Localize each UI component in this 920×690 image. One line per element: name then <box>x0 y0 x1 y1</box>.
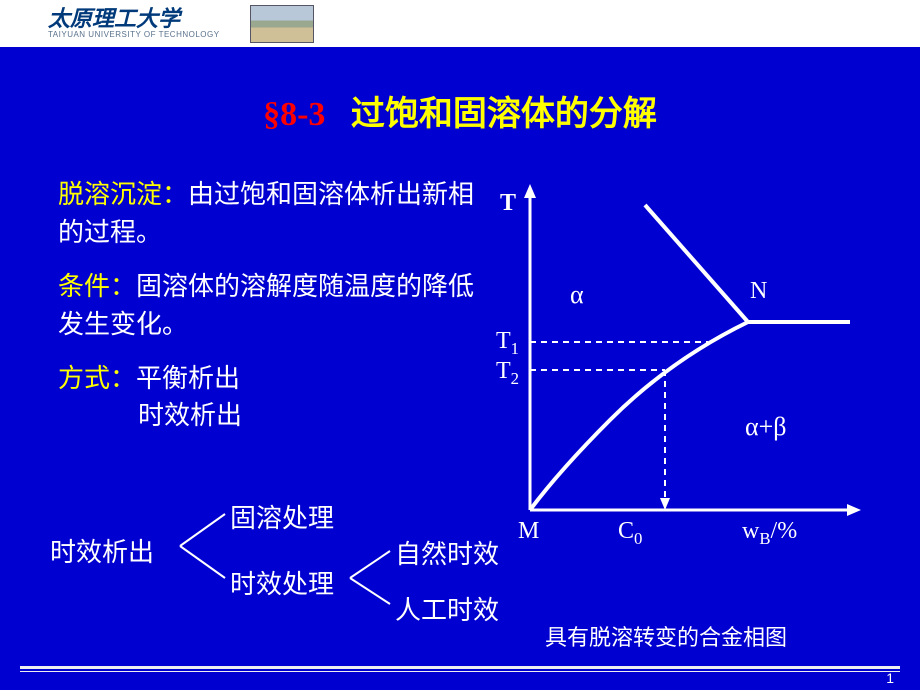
section-number: §8-3 <box>263 96 325 133</box>
label-xaxis: wB/% <box>742 518 797 549</box>
p2-label: 条件： <box>58 272 136 301</box>
tree-root: 时效析出 <box>50 532 154 569</box>
label-C0: C0 <box>618 518 642 549</box>
diagram-caption: 具有脱溶转变的合金相图 <box>545 620 787 652</box>
page-number: 1 <box>886 670 894 686</box>
footer-rule <box>20 666 900 672</box>
paragraph-3: 方式：平衡析出 <box>58 360 478 398</box>
label-C0-base: C <box>618 518 634 544</box>
label-x-w: w <box>742 518 759 544</box>
p1-label: 脱溶沉淀： <box>58 180 188 209</box>
paragraph-1: 脱溶沉淀：由过饱和固溶体析出新相的过程。 <box>58 176 478 252</box>
label-T1-base: T <box>496 328 511 354</box>
label-x-b: B <box>759 529 770 548</box>
logo-cn-text: 太原理工大学 <box>48 8 220 30</box>
p3-opt2: 时效析出 <box>138 398 478 434</box>
tree-c1: 自然时效 <box>395 534 499 571</box>
label-T2-base: T <box>496 358 511 384</box>
label-T2-sub: 2 <box>511 369 519 388</box>
label-T2: T2 <box>496 358 519 389</box>
header-band: 太原理工大学 TAIYUAN UNIVERSITY OF TECHNOLOGY <box>0 0 920 47</box>
phase-diagram-svg <box>490 180 870 525</box>
slide-title: §8-3 过饱和固溶体的分解 <box>0 86 920 135</box>
label-T1: T1 <box>496 328 519 359</box>
campus-photo <box>250 5 314 43</box>
title-main: 过饱和固溶体的分解 <box>351 96 657 133</box>
phase-diagram: T T1 T2 α N α+β M C0 wB/% <box>490 180 870 520</box>
label-T: T <box>500 190 516 217</box>
label-C0-sub: 0 <box>634 529 642 548</box>
label-alpha-beta: α+β <box>745 412 787 442</box>
content-block: 脱溶沉淀：由过饱和固溶体析出新相的过程。 条件：固溶体的溶解度随温度的降低发生变… <box>58 176 478 434</box>
tree-b2: 时效处理 <box>230 564 334 601</box>
p3-label: 方式： <box>58 364 136 393</box>
paragraph-2: 条件：固溶体的溶解度随温度的降低发生变化。 <box>58 268 478 344</box>
logo-en-text: TAIYUAN UNIVERSITY OF TECHNOLOGY <box>48 30 220 40</box>
label-M: M <box>518 518 539 545</box>
label-T1-sub: 1 <box>511 339 519 358</box>
title-text <box>334 96 351 133</box>
university-logo: 太原理工大学 TAIYUAN UNIVERSITY OF TECHNOLOGY <box>48 4 220 44</box>
tree-b1: 固溶处理 <box>230 498 334 535</box>
p3-opt1: 平衡析出 <box>136 364 240 393</box>
label-alpha: α <box>570 280 584 310</box>
tree-c2: 人工时效 <box>395 590 499 627</box>
label-x-unit: /% <box>771 518 798 544</box>
label-N: N <box>750 278 767 305</box>
